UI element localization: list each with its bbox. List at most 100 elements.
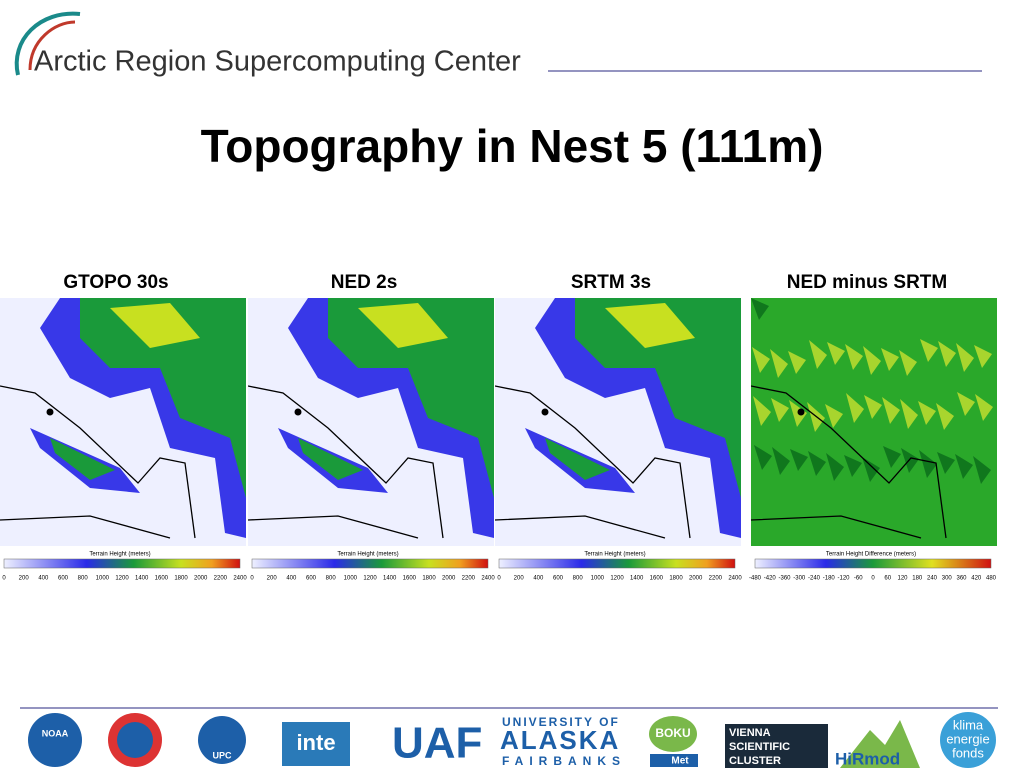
relief — [919, 450, 937, 478]
relief — [863, 346, 881, 375]
colorbar-tick-label: 1600 — [155, 576, 169, 582]
logo-text: CLUSTER — [729, 755, 781, 767]
colorbar-tick-label: 2000 — [194, 576, 208, 582]
relief — [808, 451, 826, 476]
colorbar — [251, 558, 489, 569]
colorbar-tick-label: 800 — [326, 576, 337, 582]
relief — [751, 298, 769, 320]
slide-title: Topography in Nest 5 (111m) — [201, 120, 824, 172]
colorbar-tick-label: 400 — [286, 576, 297, 582]
colorbar-tick-label: -360 — [778, 576, 791, 582]
colorbar-label: Terrain Height (meters) — [584, 552, 645, 558]
colorbar-tick-label: 1000 — [591, 576, 605, 582]
relief — [936, 403, 954, 430]
colorbar-tick-label: -60 — [854, 576, 863, 582]
terrain — [328, 298, 494, 498]
logo-text: klima — [953, 717, 984, 732]
logo-arc — [28, 20, 76, 71]
relief — [899, 350, 917, 376]
relief — [974, 345, 992, 368]
relief — [772, 447, 790, 475]
relief — [918, 401, 936, 425]
panel: NED minus SRTM Terrain Height Difference … — [749, 272, 997, 582]
terrain — [50, 438, 115, 480]
colorbar-tick-label: 1200 — [115, 576, 129, 582]
map — [248, 298, 494, 546]
colorbar-tick-label: 800 — [78, 576, 89, 582]
panel-title: SRTM 3s — [571, 272, 651, 293]
map — [0, 298, 246, 546]
logo-text: inte — [296, 730, 335, 755]
colorbar-tick-label: 0 — [871, 576, 875, 582]
logo-text: Met — [671, 756, 689, 767]
relief — [938, 341, 956, 367]
relief — [882, 397, 900, 424]
logo-text: HiRmod — [835, 749, 900, 768]
logo-text: energie — [946, 731, 989, 746]
terrain — [80, 298, 246, 498]
logo — [725, 724, 828, 768]
terrain — [358, 303, 448, 348]
relief — [957, 392, 975, 416]
colorbar-tick-label: 1400 — [630, 576, 644, 582]
terrain — [298, 438, 363, 480]
colorbar-tick-label: 600 — [553, 576, 564, 582]
relief — [955, 454, 973, 479]
colorbar-tick-label: 1600 — [650, 576, 664, 582]
boundary — [751, 385, 947, 539]
relief — [825, 404, 843, 428]
panels: GTOPO 30s Terrain Height (meters) 0 200 400 6… — [0, 272, 997, 582]
colorbar-label: Terrain Height Difference (meters) — [826, 552, 916, 558]
colorbar-tick-label: 360 — [956, 576, 967, 582]
colorbar-tick-label: 200 — [19, 576, 30, 582]
relief — [753, 396, 771, 426]
colorbar-tick-label: 480 — [986, 576, 997, 582]
colorbar-tick-label: 1200 — [610, 576, 624, 582]
colorbar-tick-label: 420 — [971, 576, 982, 582]
colorbar-label: Terrain Height (meters) — [89, 552, 150, 558]
colorbar-tick-label: 2000 — [442, 576, 456, 582]
colorbar-tick-label: 2200 — [214, 576, 228, 582]
terrain — [110, 303, 200, 348]
colorbar-tick-label: 1400 — [383, 576, 397, 582]
relief — [973, 456, 991, 484]
org-name: Arctic Region Supercomputing Center — [34, 46, 521, 78]
relief — [864, 395, 882, 419]
logo-arc — [14, 11, 81, 76]
colorbar-tick-label: 600 — [306, 576, 317, 582]
logo — [117, 722, 153, 758]
colorbar-tick-label: -180 — [823, 576, 836, 582]
colorbar-tick-label: 400 — [38, 576, 49, 582]
colorbar-tick-label: 1800 — [669, 576, 683, 582]
colorbar-tick-label: 1000 — [96, 576, 110, 582]
colorbar-tick-label: 2400 — [728, 576, 742, 582]
map-bg — [751, 298, 997, 546]
map — [751, 298, 997, 546]
site — [541, 408, 549, 416]
colorbar-tick-label: -420 — [764, 576, 777, 582]
relief — [900, 399, 918, 429]
colorbar-tick-label: -480 — [749, 576, 762, 582]
colorbar-tick-label: 1800 — [174, 576, 188, 582]
relief — [754, 445, 772, 470]
colorbar-tick-label: 400 — [533, 576, 544, 582]
relief — [881, 348, 899, 371]
relief — [901, 448, 919, 473]
panel: NED 2s Terrain Height (meters) 0 200 400 600 8… — [248, 272, 495, 582]
colorbar-tick-label: 2000 — [689, 576, 703, 582]
logo — [940, 712, 996, 768]
relief — [975, 394, 993, 421]
colorbar-tick-label: 2200 — [462, 576, 476, 582]
logo — [649, 716, 697, 752]
colorbar-tick-label: 120 — [897, 576, 908, 582]
colorbar-label: Terrain Height (meters) — [337, 552, 398, 558]
colorbar-tick-label: 180 — [912, 576, 923, 582]
colorbar-tick-label: 600 — [58, 576, 69, 582]
relief — [752, 347, 770, 373]
colorbar-tick-label: 1200 — [363, 576, 377, 582]
logo — [840, 720, 920, 768]
terrain — [575, 298, 741, 498]
relief — [771, 398, 789, 422]
relief — [956, 343, 974, 372]
logo — [28, 713, 82, 767]
